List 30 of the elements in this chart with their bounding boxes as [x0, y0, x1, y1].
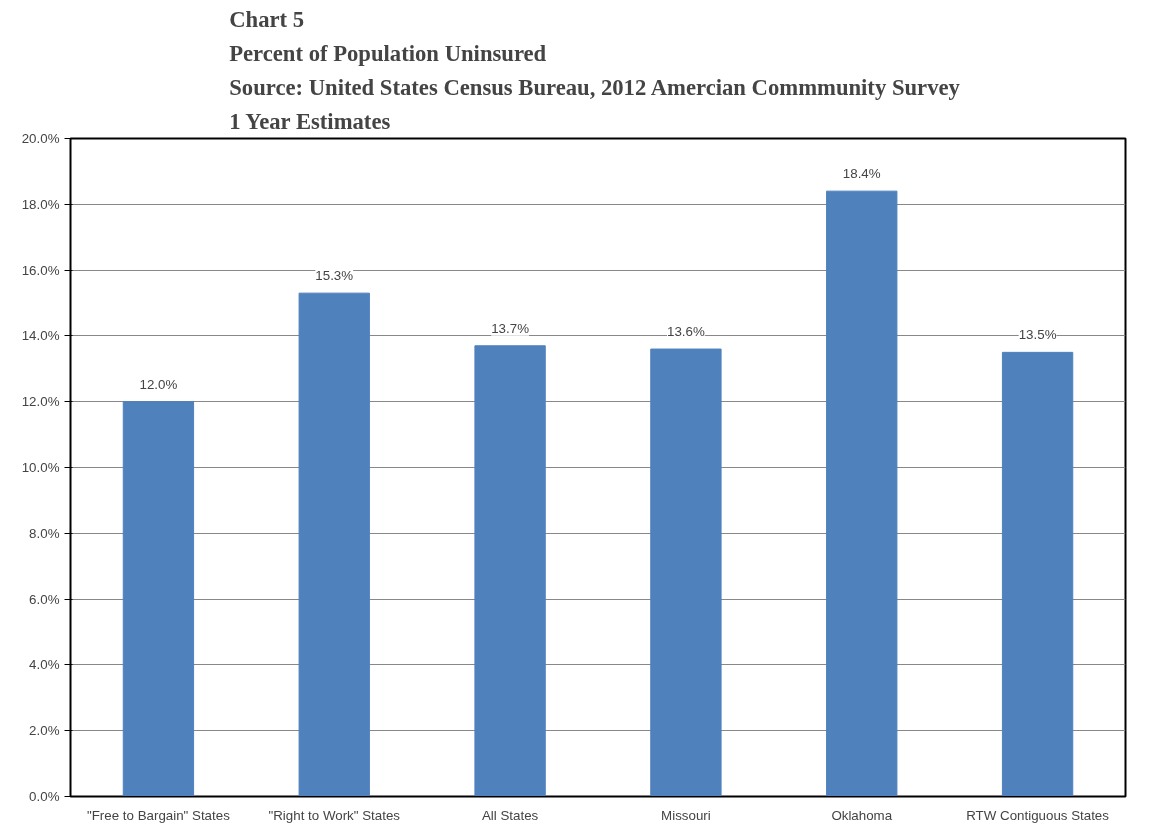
bar	[298, 292, 370, 797]
data-label: 12.0%	[139, 376, 178, 392]
data-label: 15.3%	[315, 268, 354, 284]
y-tick-label: 2.0%	[29, 723, 60, 739]
bar	[122, 401, 195, 797]
y-tick-label: 6.0%	[29, 591, 60, 607]
bar	[474, 345, 546, 797]
y-tick-label: 10.0%	[21, 460, 60, 475]
x-tick-label: RTW Contiguous States	[966, 807, 1110, 823]
x-tick-label: "Free to Bargain" States	[87, 807, 231, 823]
y-tick-label: 16.0%	[21, 262, 60, 278]
data-label: 13.5%	[1018, 327, 1057, 343]
bar	[650, 348, 722, 797]
x-tick-label: "Right to Work" States	[268, 807, 401, 823]
y-tick-label: 0.0%	[29, 789, 60, 804]
y-tick-label: 4.0%	[29, 657, 60, 673]
data-label: 13.6%	[667, 324, 705, 340]
bar	[826, 190, 898, 797]
y-tick-label: 18.0%	[21, 196, 60, 212]
x-tick-label: Missouri	[661, 807, 711, 823]
data-label: 18.4%	[842, 166, 881, 182]
data-label: 13.7%	[491, 320, 530, 336]
x-tick-label: All States	[481, 807, 539, 823]
bar	[1001, 351, 1074, 797]
x-tick-label: Oklahoma	[831, 807, 893, 823]
y-tick-label: 20.0%	[21, 131, 60, 146]
y-tick-label: 14.0%	[21, 328, 60, 344]
chart-title: Chart 5 Percent of Population Uninsured Source: United States Census Bureau, 2012 Amercian Commmunity Survey 1 Year Estimates	[229, 7, 961, 134]
y-tick-label: 8.0%	[29, 525, 60, 541]
y-tick-label: 12.0%	[21, 394, 60, 410]
